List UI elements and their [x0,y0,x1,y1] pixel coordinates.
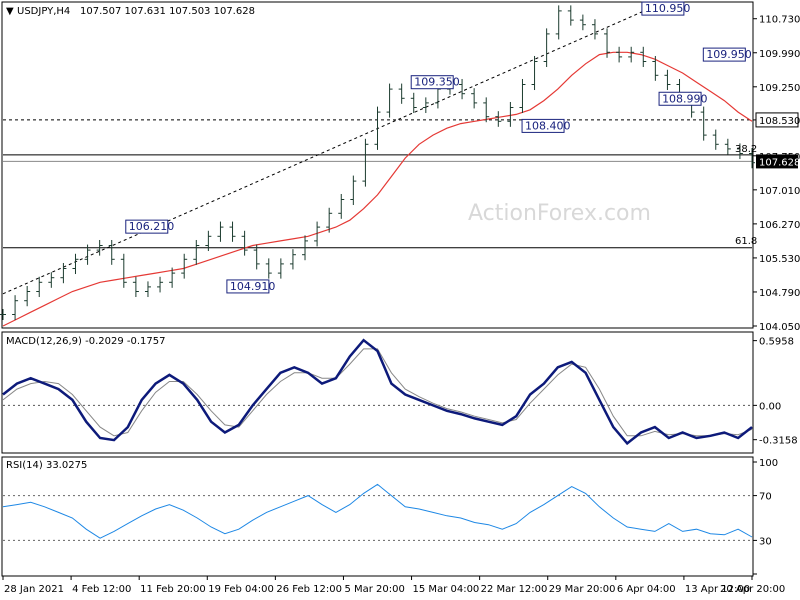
fib-label: 61.8 [735,236,757,247]
price-label: 109.350 [414,76,460,89]
rsi-line [2,483,753,539]
macd-y-tick-label: -0.3158 [759,436,798,447]
price-label: 106.210 [129,220,175,233]
y-tick-label: 105.530 [759,254,800,265]
price-title-icon: ▼ [6,6,14,17]
x-tick-label: 15 Mar 04:00 [413,584,480,595]
price-label-box [658,91,702,106]
price-layer: 110.950 109.350 109.950 108.990 108.400 106.2… [0,1,757,327]
price-label: 108.990 [662,92,708,105]
rsi-panel [1,456,754,577]
rsi-title: RSI(14) 33.0275 [6,460,87,471]
y-tick-label: 104.790 [759,288,800,299]
x-tick-label: 19 Feb 04:00 [208,584,274,595]
rsi-y-tick-label: 70 [759,492,772,503]
price-label: 108.400 [525,119,571,132]
macd-y-tick-label: 0.00 [759,401,781,412]
y-tick-label: 106.270 [759,220,800,231]
x-tick-label: 6 Apr 04:00 [617,584,676,595]
price-label-box [702,47,746,62]
y-tick-label: 104.050 [759,322,800,333]
x-tick-label: 28 Jan 2021 [4,584,64,595]
rsi-y-tick-label: 100 [759,458,778,469]
x-tick-label: 26 Feb 12:00 [276,584,342,595]
y-tick-label: 110.730 [759,15,800,26]
fib-label: 38.2 [735,144,757,155]
x-tick-label: 4 Feb 12:00 [72,584,131,595]
price-label: 104.910 [230,280,276,293]
rsi-layer [2,483,753,541]
x-tick-label: 5 Mar 20:00 [344,584,404,595]
watermark: ActionForex.com [468,201,651,226]
last-price-box [756,154,798,169]
price-label-box [226,279,270,294]
price-label-box [125,219,169,234]
macd-layer [2,338,753,446]
macd-line [2,338,753,446]
y-tick-label: 109.250 [759,83,800,94]
macd-signal-line [2,348,753,437]
y-tick-label: 108.530 [759,116,800,127]
moving-average-line [2,51,753,327]
x-tick-label: 20 Apr 20:00 [720,584,785,595]
price-title: USDJPY,H4 [17,6,70,17]
price-panel [1,1,754,329]
price-label: 109.950 [706,48,752,61]
rsi-y-tick-label: 30 [759,536,772,547]
price-label: 110.950 [645,2,691,15]
x-tick-label: 13 Apr 12:00 [685,584,750,595]
price-ohlc: 107.507 107.631 107.503 107.628 [80,6,255,17]
macd-y-tick-label: 0.5958 [759,337,794,348]
macd-title: MACD(12,26,9) -0.2029 -0.1757 [6,336,166,347]
x-tick-label: 11 Feb 20:00 [140,584,206,595]
y-tick-label: 109.990 [759,49,800,60]
price-label-box [410,75,454,90]
price-label-box [641,1,685,16]
y-tick-box [755,112,799,128]
y-tick-label: 107.010 [759,186,800,197]
x-tick-label: 29 Mar 20:00 [549,584,616,595]
last-price-label: 107.628 [759,157,800,168]
price-label-box [521,118,565,133]
x-tick-label: 22 Mar 12:00 [481,584,548,595]
axis-layer: 110.730109.990109.250108.530107.750107.0… [2,15,800,595]
trendline [2,5,655,295]
